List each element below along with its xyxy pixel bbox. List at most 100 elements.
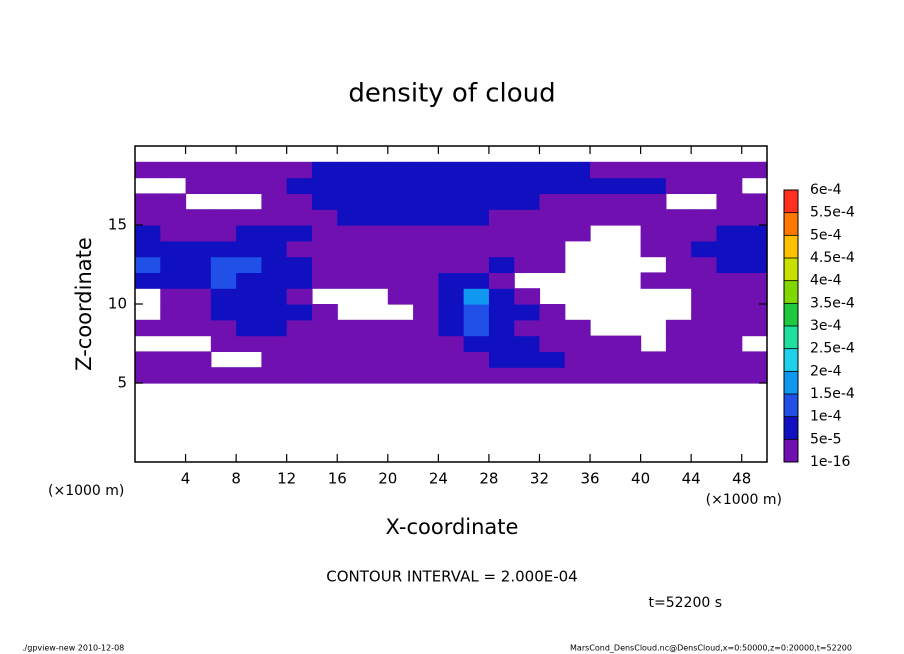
contour-cell: [160, 304, 187, 321]
colorbar-box: [784, 439, 798, 462]
contour-cell: [311, 161, 338, 179]
x-tick-label: 12: [277, 470, 296, 488]
contour-cell: [463, 335, 490, 352]
contour-cell: [261, 161, 288, 179]
contour-cell: [286, 225, 313, 242]
contour-cell: [286, 209, 313, 226]
colorbar-label: 2.5e-4: [810, 341, 855, 357]
contour-cell: [488, 193, 515, 210]
contour-cell: [413, 319, 439, 337]
contour-cell: [438, 177, 465, 194]
contour-cell: [261, 367, 288, 384]
contour-cell: [665, 225, 692, 242]
contour-cell: [463, 225, 490, 242]
colorbar-box: [784, 235, 798, 258]
contour-cell: [286, 319, 313, 337]
contour-cell: [160, 256, 187, 273]
contour-cell: [488, 288, 515, 305]
contour-cell: [337, 209, 364, 226]
contour-cell: [337, 161, 364, 179]
contour-cell: [135, 225, 161, 242]
contour-cell: [413, 240, 439, 258]
contour-cell: [185, 367, 212, 384]
contour-cell: [135, 319, 161, 337]
contour-cell: [185, 240, 212, 258]
contour-cell: [741, 272, 768, 289]
contour-cell: [590, 177, 616, 194]
contour-cell: [564, 209, 591, 226]
contour-cell: [337, 319, 364, 337]
colorbar-label: 5.5e-4: [810, 205, 855, 221]
contour-cell: [438, 319, 465, 337]
contour-cell: [539, 209, 566, 226]
contour-cell: [413, 272, 439, 289]
contour-cell: [488, 225, 515, 242]
contour-cell: [691, 351, 718, 368]
contour-cell: [337, 225, 364, 242]
contour-cell: [539, 256, 566, 273]
contour-cell: [438, 367, 465, 384]
contour-cell: [691, 209, 718, 226]
contour-cell: [337, 240, 364, 258]
contour-cell: [564, 193, 591, 210]
x-tick-label: 32: [530, 470, 549, 488]
colorbar-box: [784, 394, 798, 417]
contour-cell: [691, 272, 718, 289]
contour-cell: [539, 161, 566, 179]
contour-cell: [362, 367, 389, 384]
contour-cell: [311, 177, 338, 194]
contour-cell: [362, 256, 389, 273]
contour-cell: [488, 256, 515, 273]
contour-cell: [665, 319, 692, 337]
contour-cell: [160, 161, 187, 179]
contour-cell: [413, 225, 439, 242]
contour-cell: [463, 304, 490, 321]
contour-cell: [463, 272, 490, 289]
contour-cell: [615, 193, 642, 210]
contour-cell: [160, 209, 187, 226]
contour-cell: [387, 240, 414, 258]
contour-cell: [564, 351, 591, 368]
contour-cell: [438, 288, 465, 305]
colorbar-box: [784, 190, 798, 213]
contour-cell: [640, 272, 667, 289]
contour-cell: [514, 288, 541, 305]
contour-cell: [741, 288, 768, 305]
colorbar-box: [784, 212, 798, 236]
contour-cell: [716, 256, 743, 273]
contour-cell: [160, 288, 187, 305]
contour-cell: [716, 161, 743, 179]
contour-cell: [337, 367, 364, 384]
contour-cell: [514, 161, 541, 179]
colorbar-label: 1.5e-4: [810, 386, 855, 402]
contour-cell: [716, 177, 743, 194]
colorbar-label: 1e-16: [810, 454, 850, 470]
contour-cell: [615, 367, 642, 384]
contour-cell: [236, 319, 262, 337]
contour-cell: [362, 225, 389, 242]
contour-cell: [514, 367, 541, 384]
contour-cell: [311, 240, 338, 258]
contour-cell: [286, 193, 313, 210]
contour-cell: [640, 240, 667, 258]
contour-cell: [362, 319, 389, 337]
contour-cell: [236, 256, 262, 273]
contour-cell: [362, 209, 389, 226]
contour-cell: [539, 193, 566, 210]
contour-cell: [362, 177, 389, 194]
contour-cell: [261, 319, 288, 337]
contour-cell: [261, 177, 288, 194]
contour-note: CONTOUR INTERVAL = 2.000E-04: [326, 568, 577, 586]
contour-cell: [261, 209, 288, 226]
contour-cell: [210, 209, 237, 226]
colorbar-box: [784, 258, 798, 281]
contour-cell: [311, 319, 338, 337]
x-tick-label: 16: [328, 470, 347, 488]
contour-cell: [716, 351, 743, 368]
contour-cell: [716, 240, 743, 258]
contour-cell: [261, 304, 288, 321]
colorbar-label: 1e-4: [810, 409, 842, 425]
contour-cell: [311, 256, 338, 273]
contour-cell: [286, 367, 313, 384]
